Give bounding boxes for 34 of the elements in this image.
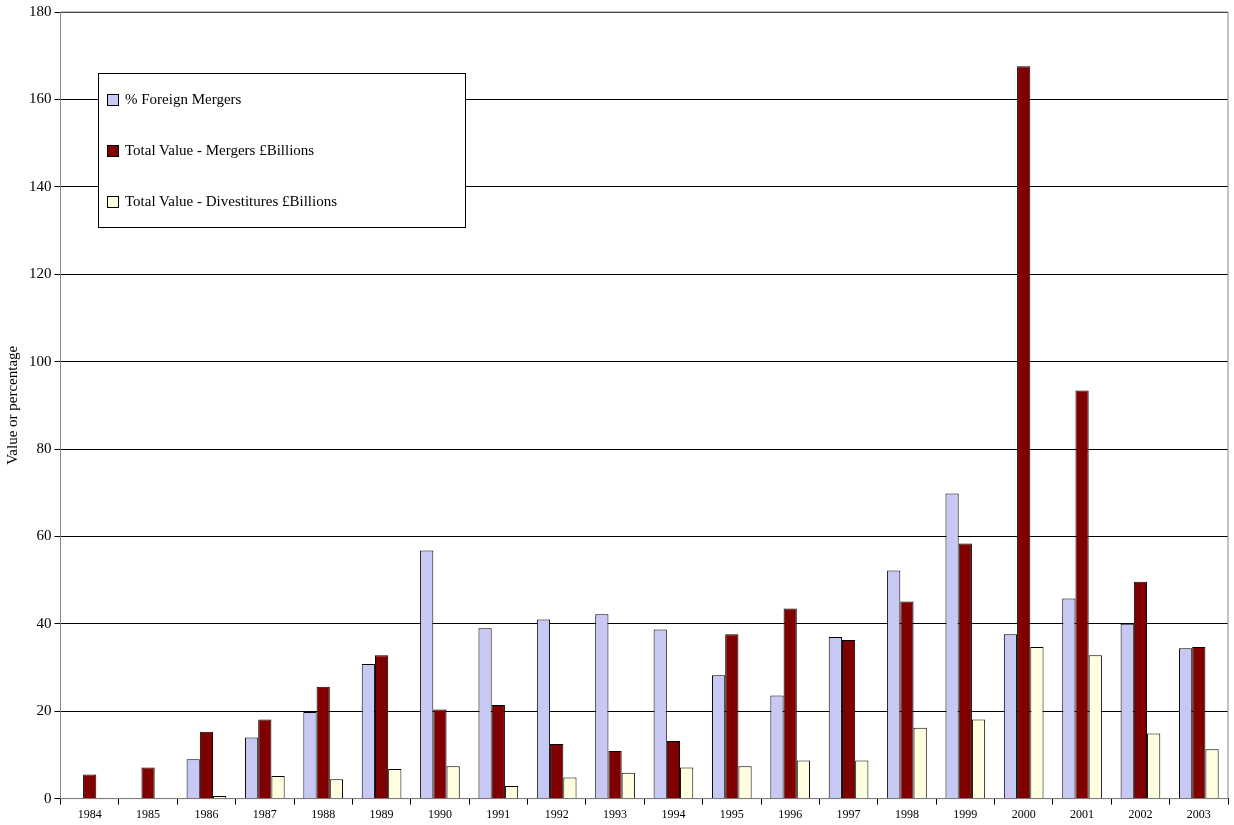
x-tick-label: 2001	[1070, 806, 1095, 821]
y-tick-label: 120	[29, 265, 52, 282]
x-tick-label: 1998	[894, 806, 919, 821]
x-tick-label: 1987	[252, 806, 277, 821]
x-tick-label: 1992	[544, 806, 569, 821]
y-tick-label: 180	[29, 2, 52, 19]
x-tick-label: 1984	[77, 806, 102, 821]
y-tick-label: 140	[29, 177, 52, 194]
y-axis-title: Value or percentage	[3, 345, 20, 465]
x-tick-label: 2002	[1128, 806, 1153, 821]
y-tick-label: 160	[29, 90, 52, 107]
x-tick-label: 1989	[369, 806, 394, 821]
y-tick-label: 100	[29, 352, 52, 369]
legend-label: % Foreign Mergers	[125, 91, 242, 108]
x-tick-label: 1988	[311, 806, 336, 821]
legend-label: Total Value - Divestitures £Billions	[125, 193, 337, 210]
x-tick-label: 2000	[1011, 806, 1036, 821]
x-tick-label: 1994	[661, 806, 686, 821]
x-tick-label: 1985	[136, 806, 161, 821]
y-tick-label: 60	[36, 527, 52, 544]
x-tick-label: 1997	[836, 806, 861, 821]
x-tick-label: 1996	[778, 806, 803, 821]
y-tick-label: 0	[44, 789, 52, 806]
y-tick-label: 40	[36, 614, 52, 631]
x-tick-label: 1990	[427, 806, 452, 821]
legend-label: Total Value - Mergers £Billions	[125, 142, 315, 159]
y-tick-label: 80	[36, 439, 52, 456]
x-tick-label: 1986	[194, 806, 219, 821]
x-tick-label: 1995	[719, 806, 744, 821]
y-tick-label: 20	[36, 702, 52, 719]
x-tick-label: 1993	[603, 806, 628, 821]
x-tick-label: 1999	[953, 806, 978, 821]
x-tick-label: 1991	[486, 806, 511, 821]
x-tick-label: 2003	[1186, 806, 1211, 821]
